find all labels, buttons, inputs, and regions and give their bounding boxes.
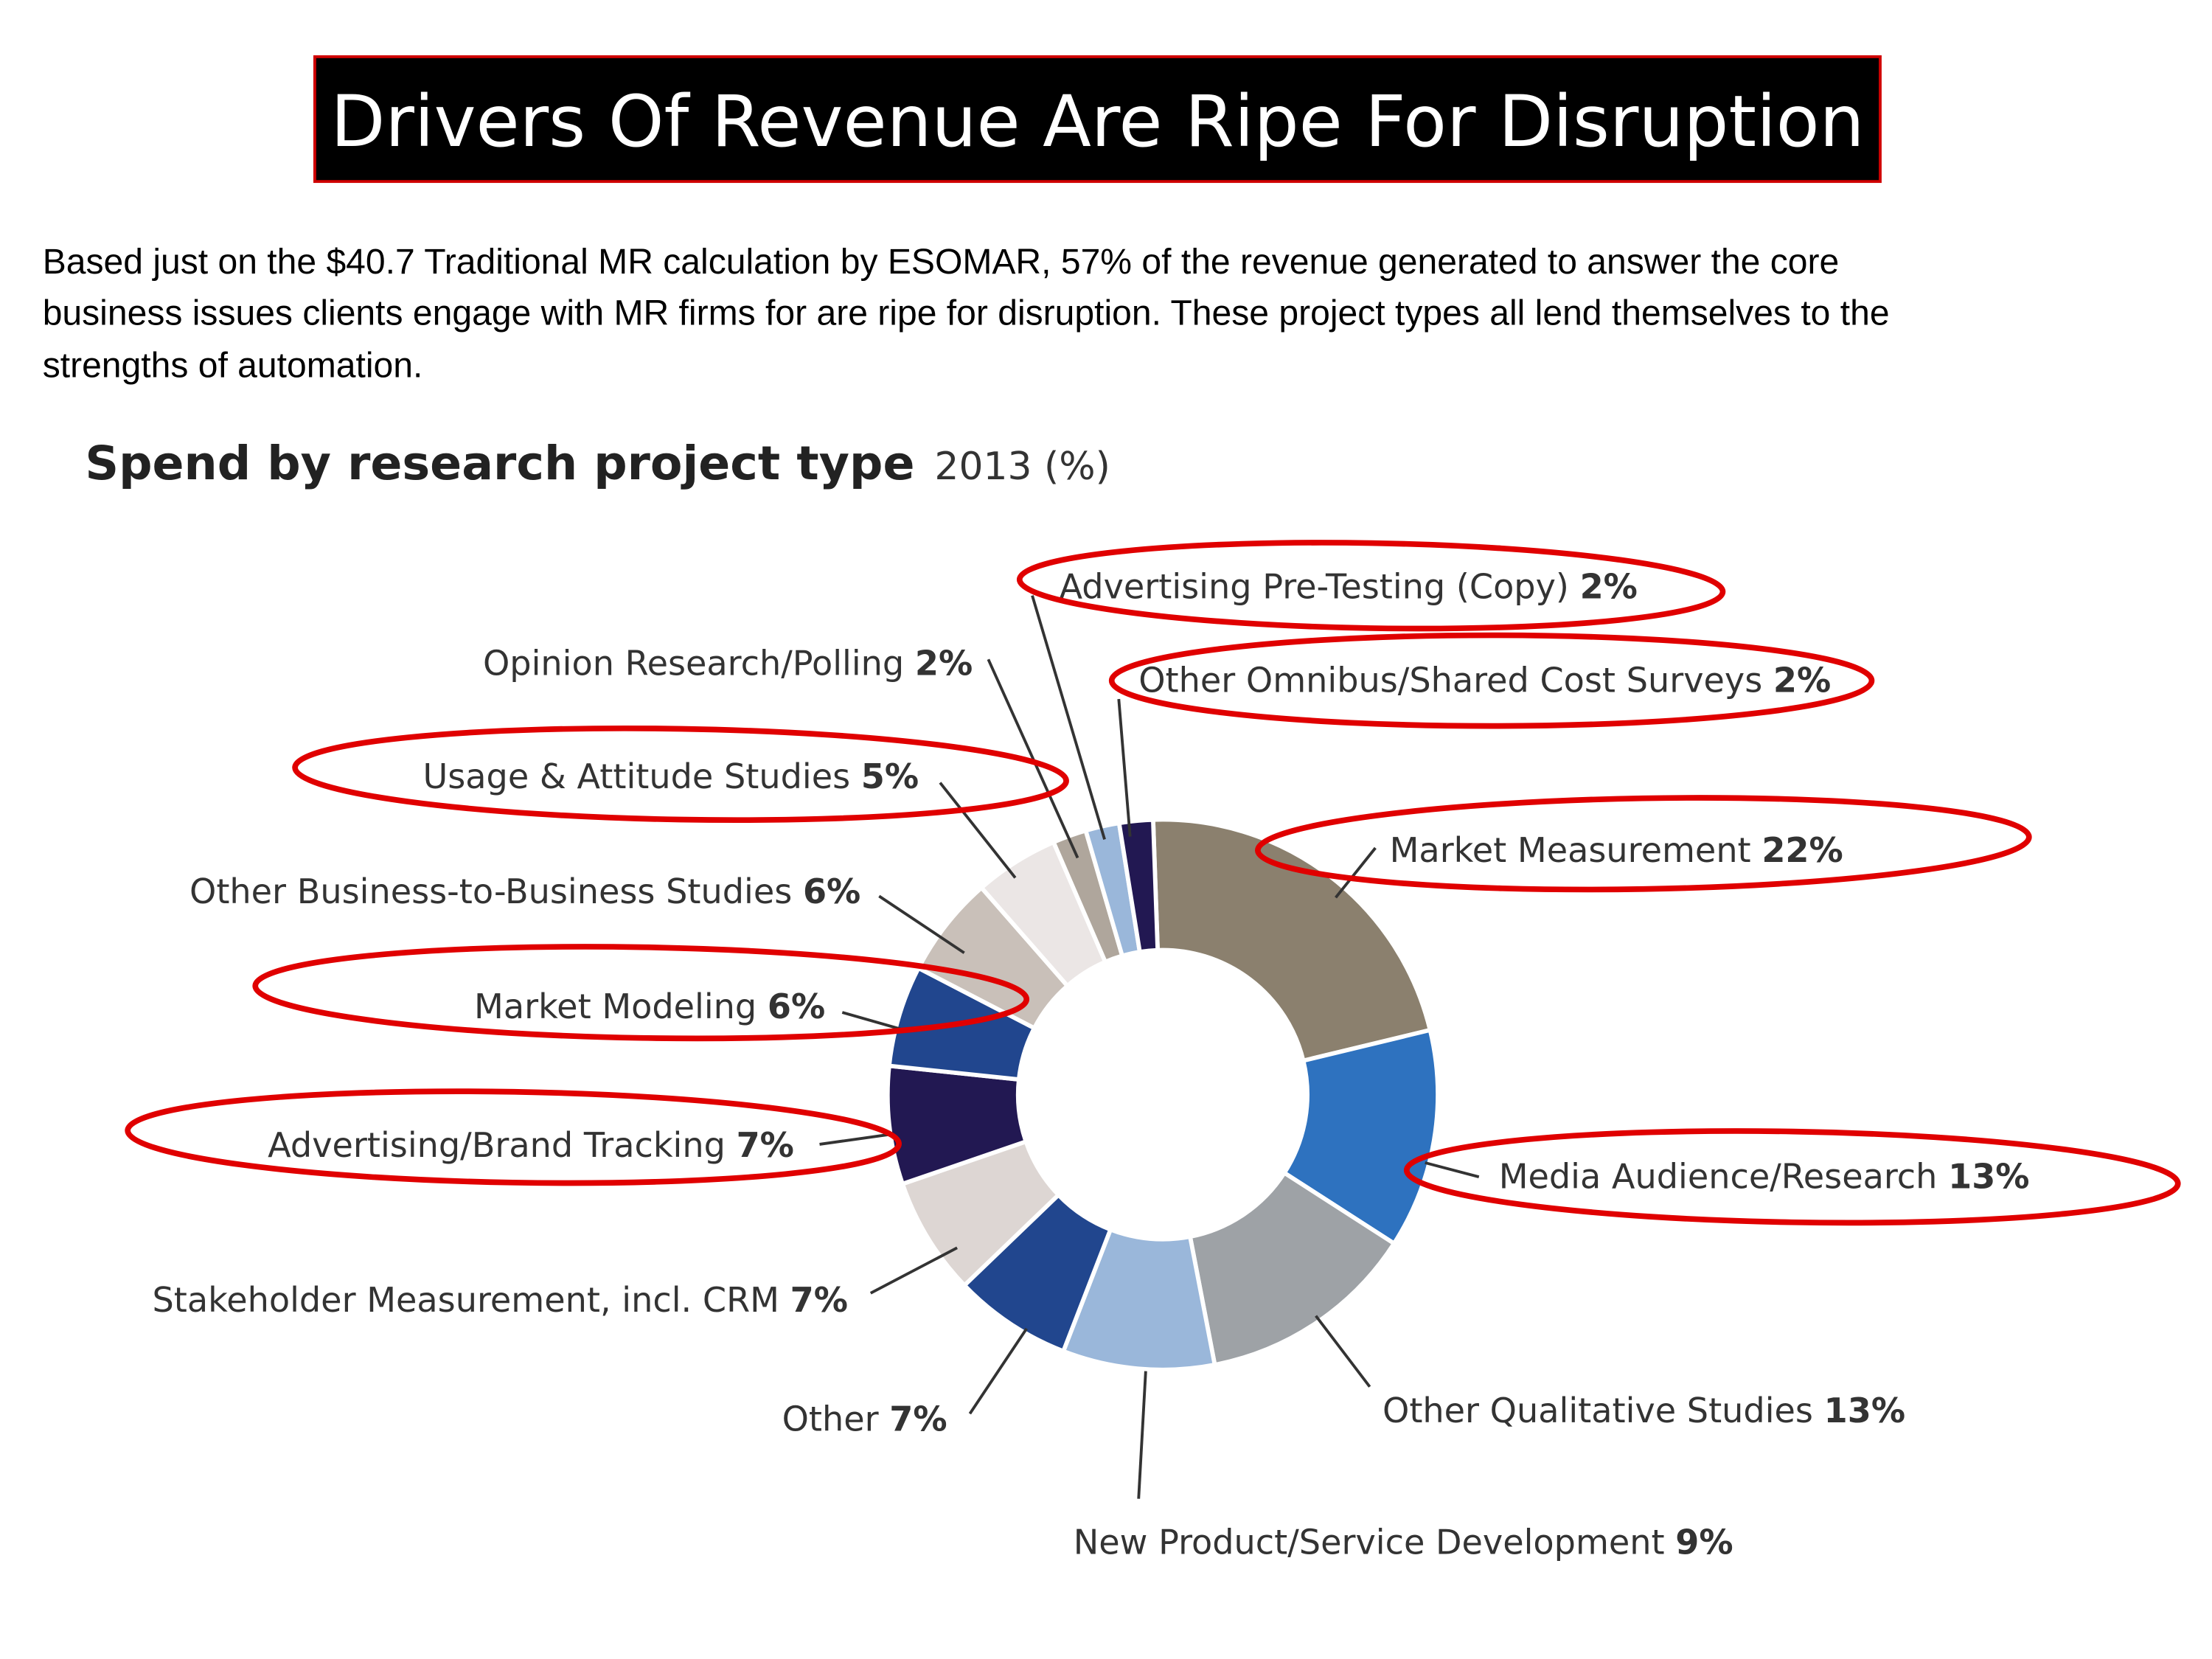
highlight-ellipse (125, 1088, 902, 1186)
slice-label: Advertising/Brand Tracking 7% (268, 1125, 794, 1165)
slice-label: Media Audience/Research 13% (1499, 1157, 2030, 1197)
slice-label: Usage & Attitude Studies 5% (422, 757, 919, 796)
leader-line (1117, 698, 1132, 837)
chart-title-main: Spend by research project type (85, 436, 914, 490)
slice-2 (1187, 1169, 1397, 1368)
slice-label-name: Other (782, 1399, 890, 1439)
leader-line (1315, 1315, 1371, 1388)
leader-line (939, 782, 1017, 879)
highlight-ellipse (292, 725, 1069, 824)
highlight-ellipse (1016, 540, 1726, 632)
slice-label-value: 6% (768, 987, 825, 1026)
paragraph-line-3: strengths of automation. (43, 346, 423, 386)
slice-label-value: 22% (1761, 830, 1843, 870)
leader-line (869, 1246, 958, 1295)
highlight-ellipse (252, 944, 1030, 1042)
slice-label: New Product/Service Development 9% (1074, 1523, 1733, 1562)
leader-line (819, 1133, 891, 1146)
paragraph-line-1: Based just on the $40.7 Traditional MR c… (43, 242, 1840, 282)
slice-label-value: 2% (1773, 660, 1831, 700)
slice-label: Market Measurement 22% (1390, 830, 1843, 870)
slice-label-name: Other Business-to-Business Studies (189, 872, 803, 911)
slice-label: Other Business-to-Business Studies 6% (189, 872, 860, 911)
leader-line (968, 1327, 1028, 1415)
leader-line (841, 1011, 902, 1032)
slice-label-name: Usage & Attitude Studies (422, 757, 860, 796)
leader-line (1137, 1371, 1147, 1499)
highlight-ellipse (1108, 632, 1875, 729)
slice-labels: Market Measurement 22% Media Audience/Res… (152, 567, 2029, 1562)
slice-label: Other 7% (782, 1399, 947, 1439)
slice-label-name: Stakeholder Measurement, incl. CRM (152, 1280, 790, 1320)
slice-label: Market Modeling 6% (474, 987, 825, 1026)
slice-label-value: 9% (1675, 1523, 1733, 1562)
highlight-ellipse (1403, 1128, 2181, 1226)
slice-label-name: New Product/Service Development (1074, 1523, 1676, 1562)
slice-label: Other Qualitative Studies 13% (1382, 1391, 1905, 1430)
slice-12 (1116, 817, 1161, 955)
leader-line (1031, 595, 1106, 841)
slice-1 (1281, 1027, 1440, 1247)
title-box (313, 55, 1882, 184)
slice-label: Stakeholder Measurement, incl. CRM 7% (152, 1280, 848, 1320)
slice-label-value: 13% (1824, 1391, 1905, 1430)
slice-label-value: 7% (737, 1125, 794, 1165)
slide-title: Drivers Of Revenue Are Ripe For Disrupti… (330, 80, 1864, 163)
slice-label-value: 13% (1948, 1157, 2029, 1197)
leader-line (987, 658, 1079, 859)
slice-label-name: Advertising/Brand Tracking (268, 1125, 736, 1165)
chart-title: Spend by research project type 2013 (%) (85, 436, 1110, 490)
slice-label-name: Market Measurement (1390, 830, 1762, 870)
slice-label-value: 2% (915, 643, 973, 683)
slice-label-name: Advertising Pre-Testing (Copy) (1060, 567, 1580, 607)
slice-label-value: 5% (861, 757, 919, 796)
leader-lines (819, 595, 1480, 1499)
slice-label-name: Other Qualitative Studies (1382, 1391, 1824, 1430)
slice-label-name: Opinion Research/Polling (483, 643, 915, 683)
highlight-ellipses (125, 540, 2181, 1226)
slice-label-value: 6% (803, 872, 860, 911)
paragraph-line-2: business issues clients engage with MR f… (43, 293, 1890, 333)
slice-label-value: 7% (790, 1280, 848, 1320)
slice-label-value: 7% (889, 1399, 947, 1439)
slice-label-name: Other Omnibus/Shared Cost Surveys (1138, 660, 1773, 700)
highlight-ellipse (1255, 795, 2032, 893)
slice-label-value: 2% (1580, 567, 1638, 607)
donut-chart (885, 817, 1440, 1372)
slice-label-name: Media Audience/Research (1499, 1157, 1948, 1197)
chart-subtitle: 2013 (%) (934, 445, 1110, 489)
leader-line (878, 894, 965, 954)
slice-label: Advertising Pre-Testing (Copy) 2% (1060, 567, 1638, 607)
leader-line (1335, 846, 1377, 899)
slice-label: Other Omnibus/Shared Cost Surveys 2% (1138, 660, 1831, 700)
slice-0 (1150, 817, 1433, 1064)
leader-line (1425, 1161, 1480, 1179)
slice-label: Opinion Research/Polling 2% (483, 643, 973, 683)
slice-label-name: Market Modeling (474, 987, 768, 1026)
